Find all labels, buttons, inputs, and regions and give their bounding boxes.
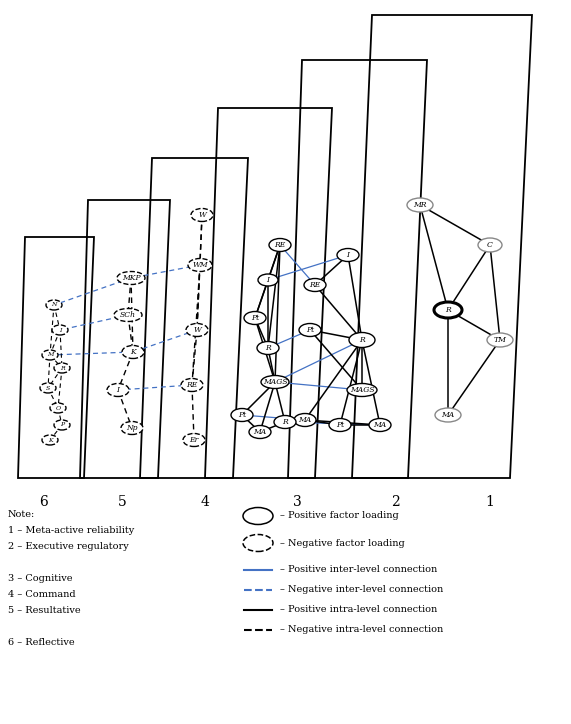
Text: MAGS: MAGS: [263, 378, 287, 386]
Ellipse shape: [487, 333, 513, 347]
Ellipse shape: [407, 198, 433, 212]
Ellipse shape: [122, 345, 144, 358]
Ellipse shape: [304, 279, 326, 292]
Ellipse shape: [244, 311, 266, 324]
Text: – Positive inter-level connection: – Positive inter-level connection: [280, 565, 437, 575]
Ellipse shape: [186, 324, 208, 337]
Text: 4: 4: [200, 495, 210, 509]
Ellipse shape: [107, 384, 129, 397]
Text: Pt: Pt: [251, 314, 259, 322]
Text: MA: MA: [441, 411, 455, 419]
Text: 6: 6: [39, 495, 49, 509]
Ellipse shape: [478, 238, 502, 252]
Text: W: W: [193, 326, 201, 334]
Text: 2: 2: [391, 495, 399, 509]
Ellipse shape: [231, 408, 253, 421]
Text: 5: 5: [118, 495, 126, 509]
Text: Pt: Pt: [336, 421, 344, 429]
Text: MR: MR: [413, 201, 427, 209]
Text: Er: Er: [190, 436, 199, 444]
Text: Note:: Note:: [8, 510, 35, 519]
Text: P: P: [60, 423, 64, 427]
Text: MA: MA: [254, 428, 267, 436]
Ellipse shape: [42, 350, 58, 360]
Text: C: C: [487, 241, 493, 249]
Text: M: M: [47, 353, 53, 358]
Ellipse shape: [188, 258, 212, 272]
Text: MA: MA: [299, 416, 312, 424]
Text: 3: 3: [292, 495, 301, 509]
Ellipse shape: [329, 418, 351, 432]
Ellipse shape: [349, 332, 375, 348]
Ellipse shape: [294, 413, 316, 426]
Ellipse shape: [121, 421, 143, 434]
Ellipse shape: [369, 418, 391, 432]
Ellipse shape: [181, 379, 203, 392]
Text: R: R: [282, 418, 288, 426]
Text: Pt: Pt: [306, 326, 314, 334]
Text: R: R: [359, 336, 365, 344]
Text: – Positive factor loading: – Positive factor loading: [280, 511, 399, 521]
Text: S: S: [46, 385, 50, 390]
Text: Np: Np: [126, 424, 138, 432]
Ellipse shape: [54, 420, 70, 430]
Ellipse shape: [54, 363, 70, 373]
Text: I: I: [116, 386, 119, 394]
Text: 1 – Meta-active reliability: 1 – Meta-active reliability: [8, 526, 134, 535]
Ellipse shape: [347, 384, 377, 397]
Ellipse shape: [258, 274, 278, 286]
Text: 6 – Reflective: 6 – Reflective: [8, 638, 75, 647]
Text: 4 – Command: 4 – Command: [8, 590, 75, 599]
Ellipse shape: [183, 434, 205, 447]
Text: 2 – Executive regulatory: 2 – Executive regulatory: [8, 542, 128, 551]
Ellipse shape: [50, 403, 66, 413]
Text: RE: RE: [186, 381, 198, 389]
Ellipse shape: [52, 325, 68, 335]
Ellipse shape: [46, 300, 62, 310]
Ellipse shape: [299, 324, 321, 337]
Ellipse shape: [249, 426, 271, 439]
Ellipse shape: [261, 376, 289, 389]
Ellipse shape: [274, 416, 296, 429]
Ellipse shape: [434, 302, 462, 318]
Text: 3 – Cognitive: 3 – Cognitive: [8, 574, 73, 583]
Ellipse shape: [257, 342, 279, 355]
Text: N: N: [51, 303, 57, 308]
Text: RE: RE: [309, 281, 321, 289]
Text: WM: WM: [192, 261, 208, 269]
Text: – Negative inter-level connection: – Negative inter-level connection: [280, 586, 443, 594]
Text: R: R: [59, 366, 65, 371]
Ellipse shape: [42, 435, 58, 445]
Text: I: I: [59, 327, 61, 332]
Text: SCh: SCh: [120, 311, 136, 319]
Ellipse shape: [337, 248, 359, 261]
Text: RE: RE: [274, 241, 286, 249]
Ellipse shape: [269, 238, 291, 251]
Text: MKP: MKP: [122, 274, 140, 282]
Text: – Positive intra-level connection: – Positive intra-level connection: [280, 605, 437, 615]
Text: I: I: [347, 251, 349, 259]
Text: O: O: [55, 405, 61, 411]
Text: MA: MA: [373, 421, 387, 429]
Ellipse shape: [40, 383, 56, 393]
Ellipse shape: [435, 408, 461, 422]
Text: W: W: [198, 211, 206, 219]
Text: R: R: [445, 306, 451, 314]
Text: MAGS: MAGS: [349, 386, 375, 394]
Text: – Negative intra-level connection: – Negative intra-level connection: [280, 626, 443, 634]
Text: K: K: [130, 348, 136, 356]
Ellipse shape: [191, 209, 213, 222]
Text: 5 – Resultative: 5 – Resultative: [8, 606, 81, 615]
Text: – Negative factor loading: – Negative factor loading: [280, 539, 405, 547]
Ellipse shape: [117, 272, 145, 285]
Text: Pt: Pt: [238, 411, 246, 419]
Text: K: K: [48, 437, 53, 442]
Text: TM: TM: [493, 336, 506, 344]
Ellipse shape: [114, 308, 142, 321]
Text: R: R: [265, 344, 271, 352]
Text: 1: 1: [485, 495, 494, 509]
Text: I: I: [267, 276, 270, 284]
